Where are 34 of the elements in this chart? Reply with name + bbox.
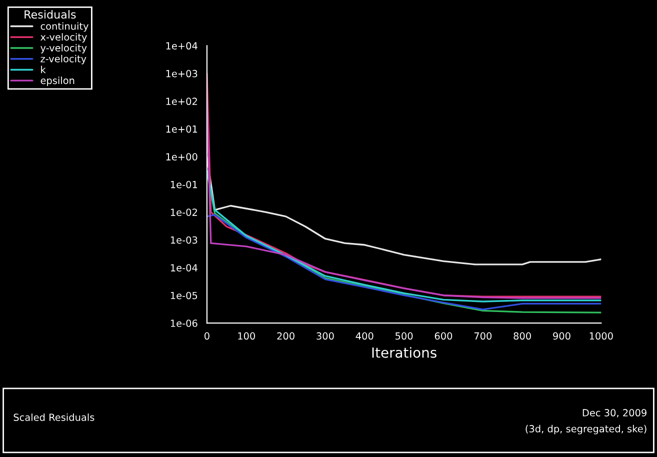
x-axis-title: Iterations (372, 347, 436, 358)
y-tick-label: 1e-01 (170, 180, 198, 188)
y-tick-label: 1e-05 (170, 292, 198, 300)
y-tick-label: 1e+02 (166, 98, 197, 106)
x-tick-label: 600 (434, 332, 452, 340)
legend-label: k (41, 66, 46, 74)
y-tick-label: 1e+03 (166, 70, 198, 78)
y-tick-label: 1e+04 (166, 42, 198, 50)
x-tick-label: 0 (204, 332, 210, 340)
y-tick-label: 1e-04 (170, 264, 198, 272)
legend-title: Residuals (24, 10, 76, 19)
text: (3d, dp, segregated, ske) (526, 424, 646, 434)
x-tick-label: 200 (277, 332, 294, 340)
x-tick-label: 700 (474, 332, 492, 340)
x-tick-label: 400 (356, 332, 374, 340)
x-tick-label: 900 (553, 332, 570, 340)
text: Dec 30, 2009 (582, 409, 646, 418)
x-tick-label: 500 (396, 332, 413, 340)
y-tick-label: 1e-06 (170, 320, 198, 327)
x-tick-label: 300 (316, 332, 334, 340)
legend-label: epsilon (40, 76, 74, 86)
text: Scaled Residuals (14, 413, 94, 421)
y-tick-label: 1e-03 (170, 236, 198, 244)
x-tick-label: 800 (514, 332, 531, 340)
y-tick-label: 1e-02 (170, 208, 197, 216)
y-tick-label: 1e+00 (166, 153, 198, 160)
legend-label: x-velocity (40, 33, 87, 43)
x-tick-label: 1000 (590, 332, 613, 340)
legend-label: z-velocity (40, 54, 86, 64)
x-tick-label: 100 (238, 332, 256, 340)
line-series (206, 214, 602, 310)
legend-label: continuity (40, 22, 88, 32)
legend-label: y-velocity (40, 44, 87, 54)
y-tick-label: 1e+01 (166, 125, 198, 133)
